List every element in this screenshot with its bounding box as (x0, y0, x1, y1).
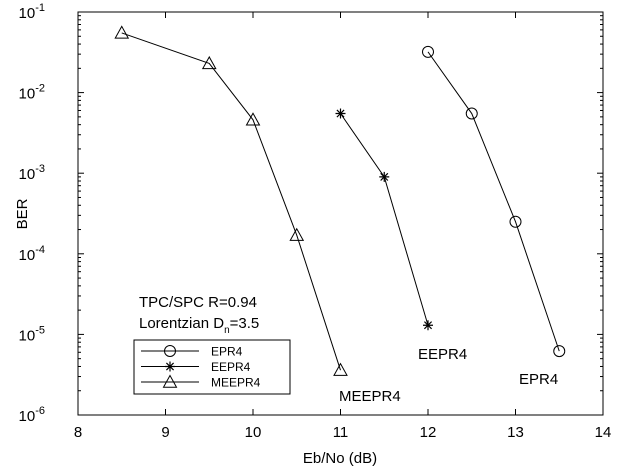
x-tick-label: 12 (420, 424, 437, 441)
series-line-epr4 (427, 51, 560, 352)
legend-label-meepr4: MEEPR4 (211, 376, 261, 390)
point-meepr4-shape (114, 25, 130, 39)
axis-ticks (77, 11, 604, 416)
point-meepr4 (245, 112, 261, 126)
y-tick-label: 10-5 (19, 324, 45, 344)
x-tick-label: 9 (161, 424, 169, 441)
series-line-meepr4 (121, 32, 341, 371)
y-tick-labels: 10-110-210-310-410-510-6 (19, 2, 45, 425)
point-epr4-shape (553, 345, 566, 358)
point-eepr4-shape (423, 320, 433, 331)
series-eepr4 (335, 108, 433, 331)
point-epr4 (553, 345, 566, 358)
y-tick-exponent: -2 (35, 83, 45, 95)
legend-marker-eepr4-shape (165, 361, 175, 372)
y-tick-base: 10 (19, 86, 36, 103)
point-epr4 (422, 45, 434, 58)
point-meepr4-shape (289, 227, 305, 241)
point-meepr4-shape (201, 55, 217, 70)
point-epr4 (509, 215, 522, 228)
legend-marker-epr4-shape (164, 345, 176, 357)
y-tick-label: 10-2 (19, 83, 45, 103)
point-meepr4 (114, 25, 130, 39)
y-tick-label: 10-3 (19, 163, 45, 183)
point-meepr4 (201, 55, 217, 70)
point-eepr4-shape (379, 171, 390, 182)
point-meepr4 (289, 227, 305, 241)
label-epr4: EPR4 (519, 371, 558, 388)
y-tick-label: 10-6 (19, 405, 45, 425)
point-eepr4 (379, 171, 390, 182)
series-epr4 (422, 45, 566, 358)
y-tick-exponent: -5 (35, 324, 45, 336)
y-tick-base: 10 (19, 408, 36, 425)
x-tick-label: 8 (74, 424, 82, 441)
label-meepr4: MEEPR4 (339, 388, 401, 405)
annotation-lorentzian: Lorentzian Dn=3.5 (139, 315, 259, 336)
y-tick-exponent: -6 (35, 405, 45, 417)
y-tick-exponent: -4 (35, 244, 45, 256)
label-eepr4: EEPR4 (418, 346, 467, 363)
series-meepr4 (114, 25, 348, 376)
y-tick-exponent: -1 (35, 2, 45, 14)
y-tick-label: 10-1 (19, 2, 45, 22)
x-tick-label: 10 (245, 424, 262, 441)
y-axis-label: BER (14, 198, 31, 229)
y-tick-exponent: -3 (35, 163, 45, 175)
x-tick-labels: 8 9 10 11 12 13 14 (74, 424, 612, 441)
legend-marker-meepr4 (162, 374, 178, 388)
x-tick-label: 11 (333, 424, 349, 441)
point-meepr4-shape (245, 112, 261, 126)
annotation-lorentzian-text: Lorentzian D (139, 315, 224, 332)
x-axis-label: Eb/No (dB) (303, 450, 377, 467)
legend-label-epr4: EPR4 (211, 345, 243, 359)
y-tick-base: 10 (19, 5, 36, 22)
point-epr4-shape (465, 107, 478, 120)
legend-label-eepr4: EEPR4 (211, 360, 251, 374)
point-eepr4-shape (335, 108, 346, 119)
annotation-lorentzian-value: =3.5 (230, 315, 260, 332)
y-tick-base: 10 (19, 327, 36, 344)
legend-marker-meepr4-shape (162, 374, 178, 388)
x-tick-label: 13 (507, 424, 524, 441)
y-tick-label: 10-4 (19, 244, 45, 264)
y-tick-base: 10 (19, 166, 36, 183)
point-meepr4 (333, 362, 348, 376)
point-epr4 (465, 107, 478, 120)
annotation-tpc-spc: TPC/SPC R=0.94 (139, 294, 257, 311)
point-eepr4 (423, 320, 433, 331)
y-tick-base: 10 (19, 247, 36, 264)
x-tick-label: 14 (595, 424, 612, 441)
annotation-lorentzian-subscript: n (224, 325, 230, 336)
point-eepr4 (335, 108, 346, 119)
point-epr4-shape (509, 215, 522, 228)
point-meepr4-shape (333, 362, 348, 376)
series-layer (114, 25, 566, 376)
legend-marker-eepr4 (165, 361, 175, 372)
point-epr4-shape (422, 45, 434, 58)
legend-marker-epr4 (164, 345, 176, 357)
